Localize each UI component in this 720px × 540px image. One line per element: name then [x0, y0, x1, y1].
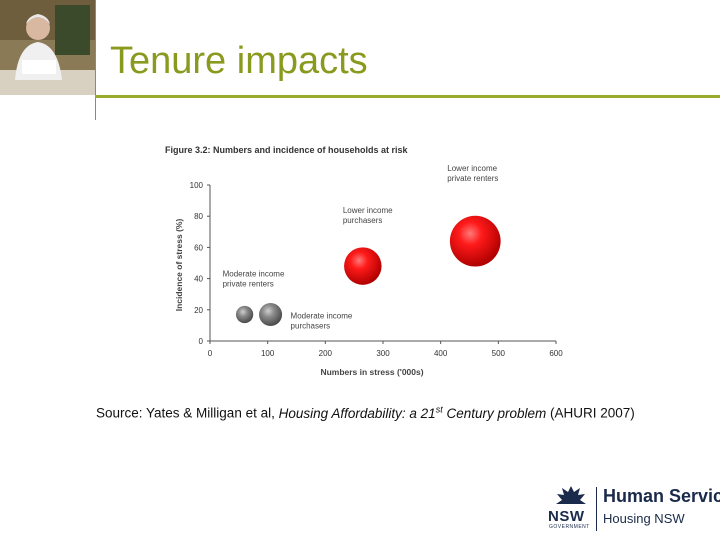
logo-housing-nsw: Housing NSW: [603, 511, 685, 526]
bubble-label: private renters: [223, 279, 274, 288]
chart-bubbles: [235, 215, 501, 327]
bubble-label: Lower income: [447, 164, 497, 173]
title-vertical-rule: [95, 0, 96, 120]
bubble-point: [235, 305, 254, 324]
y-tick-label: 60: [194, 243, 203, 252]
presenter-photo: [0, 0, 95, 95]
bubble-point: [449, 215, 501, 267]
title-horizontal-rule: [95, 95, 720, 98]
waratah-icon: [556, 486, 586, 504]
bubble-label: private renters: [447, 174, 498, 183]
y-tick-label: 20: [194, 306, 203, 315]
x-tick-label: 200: [319, 349, 333, 358]
y-tick-label: 40: [194, 275, 203, 284]
bubble-label: Lower income: [343, 206, 393, 215]
bubble-label: purchasers: [343, 216, 383, 225]
x-tick-label: 500: [492, 349, 506, 358]
logo-government-mark: GOVERNMENT: [549, 524, 590, 530]
source-suffix: (AHURI 2007): [546, 405, 635, 421]
logo-nsw-mark: NSW: [548, 508, 585, 525]
x-tick-label: 0: [208, 349, 213, 358]
source-title-part1: Housing Affordability: a 21: [278, 405, 436, 421]
y-tick-label: 80: [194, 212, 203, 221]
bubble-point: [344, 247, 382, 285]
y-axis-label: Incidence of stress (%): [174, 219, 184, 312]
source-title-part2: Century problem: [442, 405, 547, 421]
chart-axes: 0 100 200 300 400 500 600 0 20 40 60 80 100: [190, 181, 564, 358]
bubble-point: [259, 302, 283, 327]
logo-divider: [596, 487, 597, 531]
bubble-chart: Figure 3.2: Numbers and incidence of hou…: [165, 145, 564, 377]
x-tick-label: 600: [549, 349, 563, 358]
nsw-human-services-logo: NSW GOVERNMENT Human Services Housing NS…: [545, 484, 720, 534]
source-title-sup: st: [435, 404, 443, 414]
x-tick-label: 100: [261, 349, 275, 358]
slide-title: Tenure impacts: [110, 40, 368, 82]
x-axis-label: Numbers in stress ('000s): [320, 367, 423, 377]
y-tick-label: 100: [190, 181, 204, 190]
y-tick-label: 0: [199, 337, 204, 346]
bubble-label: Moderate income: [223, 269, 285, 278]
bubble-label: Moderate income: [291, 311, 353, 320]
x-tick-label: 300: [376, 349, 390, 358]
chart-title: Figure 3.2: Numbers and incidence of hou…: [165, 145, 409, 155]
source-prefix: Source: Yates & Milligan et al,: [96, 405, 279, 421]
bubble-label: purchasers: [291, 321, 331, 330]
x-tick-label: 400: [434, 349, 448, 358]
source-citation: Source: Yates & Milligan et al, Housing …: [96, 404, 635, 421]
logo-human-services: Human Services: [603, 486, 720, 506]
